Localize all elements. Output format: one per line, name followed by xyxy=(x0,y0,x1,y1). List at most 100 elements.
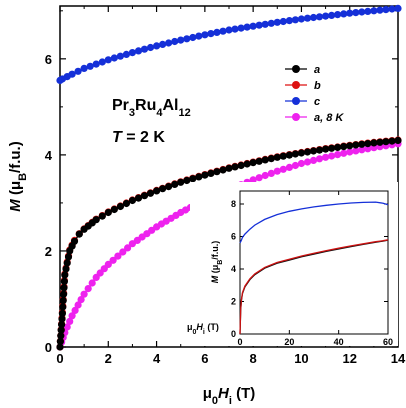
data-point xyxy=(93,216,100,223)
legend: abc a, 8 K xyxy=(285,64,344,124)
data-point xyxy=(59,310,66,317)
x-tick-label-6: 12 xyxy=(342,351,356,366)
data-point xyxy=(71,238,78,245)
data-point xyxy=(346,148,353,155)
y-tick-label-2: 4 xyxy=(45,148,53,163)
data-point xyxy=(231,26,238,33)
data-point xyxy=(322,154,329,161)
legend-label-0: a xyxy=(314,64,320,76)
data-point xyxy=(159,41,166,48)
data-point xyxy=(111,206,118,213)
data-point xyxy=(238,162,245,169)
x-tick-label-3: 6 xyxy=(201,351,208,366)
data-point xyxy=(274,154,281,161)
data-point xyxy=(316,147,323,154)
data-point xyxy=(195,33,202,40)
inset-x-tick-label-0: 0 xyxy=(237,337,242,347)
data-point xyxy=(292,150,299,157)
data-point xyxy=(334,144,341,151)
x-tick-label-7: 14 xyxy=(391,351,406,366)
data-point xyxy=(60,291,67,298)
data-point xyxy=(219,28,226,35)
data-point xyxy=(268,20,275,27)
series-c xyxy=(56,5,401,84)
data-point xyxy=(213,168,220,175)
data-point xyxy=(171,38,178,45)
data-point xyxy=(183,35,190,42)
data-point xyxy=(382,138,389,145)
data-point xyxy=(244,160,251,167)
x-tick-label-5: 10 xyxy=(294,351,308,366)
data-point xyxy=(61,278,68,285)
data-point xyxy=(364,8,371,15)
data-point xyxy=(60,297,67,304)
y-tick-label-3: 6 xyxy=(45,52,52,67)
inset-x-tick-label-3: 60 xyxy=(383,337,393,347)
inset-y-tick-label-3: 6 xyxy=(231,232,236,242)
data-point xyxy=(250,23,257,30)
data-point xyxy=(129,49,136,56)
compound-formula: Pr3Ru4Al12 xyxy=(112,97,191,119)
temperature-label: T = 2 K xyxy=(112,129,165,146)
inset-y-tick-label-4: 8 xyxy=(231,199,236,209)
data-point xyxy=(280,18,287,25)
data-point xyxy=(177,179,184,186)
data-point xyxy=(59,303,66,310)
data-point xyxy=(346,142,353,149)
data-point xyxy=(189,34,196,41)
legend-marker-3 xyxy=(292,113,300,121)
data-point xyxy=(364,140,371,147)
x-axis-title: μ0Hi (T) xyxy=(203,385,256,407)
data-point xyxy=(177,37,184,44)
data-point xyxy=(262,156,269,163)
data-point xyxy=(201,31,208,38)
data-point xyxy=(262,21,269,28)
series-line-c xyxy=(60,8,398,80)
data-point xyxy=(298,149,305,156)
data-point xyxy=(62,265,69,272)
data-point xyxy=(250,159,257,166)
data-point xyxy=(280,153,287,160)
data-point xyxy=(316,13,323,20)
data-point xyxy=(340,150,347,157)
data-point xyxy=(304,148,311,155)
data-point xyxy=(382,6,389,13)
data-point xyxy=(153,42,160,49)
x-tick-label-0: 0 xyxy=(56,351,63,366)
legend-marker-2 xyxy=(292,97,300,105)
data-point xyxy=(268,155,275,162)
data-point xyxy=(99,213,106,220)
data-point xyxy=(334,11,341,18)
data-point xyxy=(238,25,245,32)
data-point xyxy=(298,15,305,22)
data-point xyxy=(280,166,287,173)
x-tick-label-4: 8 xyxy=(250,351,257,366)
data-point xyxy=(207,30,214,37)
inset-x-tick-label-1: 20 xyxy=(284,337,294,347)
data-point xyxy=(61,271,68,278)
data-point xyxy=(65,253,72,260)
data-point xyxy=(81,65,88,72)
data-point xyxy=(334,151,341,158)
inset-y-tick-label-1: 2 xyxy=(231,297,236,307)
data-point xyxy=(225,165,232,172)
x-tick-label-1: 2 xyxy=(105,351,112,366)
data-point xyxy=(231,163,238,170)
legend-label-3: a, 8 K xyxy=(314,112,344,124)
inset-y-tick-label-0: 0 xyxy=(231,329,236,339)
data-point xyxy=(64,259,71,266)
data-point xyxy=(262,172,269,179)
x-tick-label-2: 4 xyxy=(153,351,161,366)
data-point xyxy=(165,39,172,46)
data-point xyxy=(213,29,220,36)
data-point xyxy=(286,152,293,159)
data-point xyxy=(147,44,154,51)
legend-marker-1 xyxy=(292,81,300,89)
legend-marker-0 xyxy=(292,65,300,73)
data-point xyxy=(111,54,118,61)
data-point xyxy=(195,173,202,180)
data-point xyxy=(316,155,323,162)
y-axis-title: M (μB/f.u.) xyxy=(7,141,29,211)
data-point xyxy=(394,5,401,12)
